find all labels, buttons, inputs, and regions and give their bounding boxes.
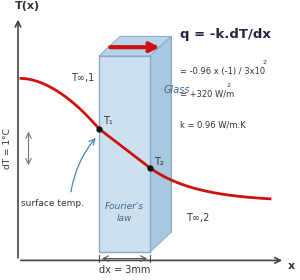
Text: T₁: T₁ bbox=[103, 116, 113, 126]
Text: 2: 2 bbox=[226, 83, 230, 88]
Text: T₂: T₂ bbox=[154, 157, 164, 167]
Text: T(x): T(x) bbox=[15, 1, 40, 11]
Polygon shape bbox=[150, 36, 171, 252]
Text: k = 0.96 W/m.K: k = 0.96 W/m.K bbox=[180, 120, 246, 129]
Text: Glass: Glass bbox=[164, 85, 190, 95]
Bar bbox=[99, 56, 150, 252]
Text: = -0.96 x (-1) / 3x10: = -0.96 x (-1) / 3x10 bbox=[180, 67, 265, 76]
Polygon shape bbox=[120, 36, 171, 232]
Text: q = -k.dT/dx: q = -k.dT/dx bbox=[180, 28, 271, 41]
Text: surface temp.: surface temp. bbox=[21, 199, 84, 207]
Text: T∞,1: T∞,1 bbox=[71, 73, 94, 83]
Text: x: x bbox=[288, 261, 295, 271]
Text: T∞,2: T∞,2 bbox=[186, 213, 209, 223]
Text: = +320 W/m: = +320 W/m bbox=[180, 90, 234, 99]
Polygon shape bbox=[99, 36, 171, 56]
Text: 2: 2 bbox=[262, 60, 266, 65]
Text: dT = 1°C: dT = 1°C bbox=[3, 128, 12, 169]
Text: Fourier's
law: Fourier's law bbox=[105, 202, 144, 223]
Text: dx = 3mm: dx = 3mm bbox=[99, 265, 150, 275]
